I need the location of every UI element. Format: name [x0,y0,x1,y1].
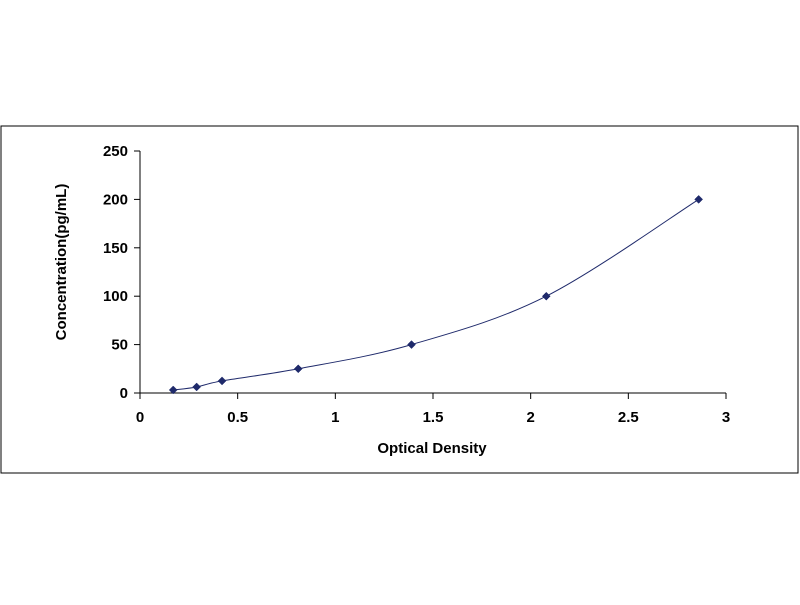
data-point [217,376,227,386]
x-axis-title: Optical Density [377,440,487,457]
ticks: 0 0.5 1 1.5 2 2.5 3 0 50 100 150 200 250 [103,143,730,426]
chart-frame [0,125,799,474]
y-tick-label: 150 [103,240,128,257]
y-tick-label: 200 [103,191,128,208]
data-point [407,340,416,349]
x-tick-label: 3 [722,409,730,426]
x-tick-label: 1 [331,409,339,426]
y-tick-label: 50 [111,337,128,354]
x-tick-label: 2 [526,409,534,426]
data-point [541,291,551,301]
y-tick-label: 0 [120,385,128,402]
x-tick-label: 2.5 [618,409,639,426]
x-tick-label: 0.5 [227,409,248,426]
y-axis-title: Concentration(pg/mL) [53,184,70,341]
y-tick-label: 100 [103,288,128,305]
data-points [168,195,704,395]
data-point [192,382,202,392]
x-tick-label: 1.5 [423,409,444,426]
y-tick-label: 250 [103,143,128,160]
data-point [694,195,704,204]
x-tick-label: 0 [136,409,144,426]
data-point [293,364,303,374]
data-point [168,385,178,395]
